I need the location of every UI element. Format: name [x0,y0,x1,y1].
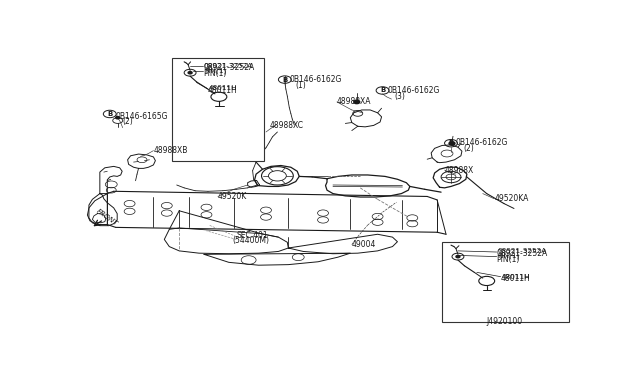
Text: (3): (3) [394,92,405,101]
Text: 48011H: 48011H [208,86,237,95]
Bar [172,58,264,161]
Text: FRONT: FRONT [95,208,119,227]
Text: 48988X: 48988X [445,166,474,174]
Text: 48011H: 48011H [209,86,237,92]
Text: B: B [282,77,287,83]
Text: PIN(1): PIN(1) [497,255,520,264]
Text: B: B [380,87,385,93]
Text: 48988XA: 48988XA [337,97,371,106]
Text: 49520K: 49520K [218,192,247,201]
Text: 49520KA: 49520KA [494,194,529,203]
Text: 0B146-6165G: 0B146-6165G [116,112,168,121]
Circle shape [188,71,192,74]
Circle shape [116,116,120,119]
Text: 0B146-6162G: 0B146-6162G [388,86,440,95]
Text: 48988XB: 48988XB [154,146,188,155]
Circle shape [449,142,455,145]
Text: 48011H: 48011H [500,273,531,283]
Text: (54400M): (54400M) [233,236,270,246]
Text: 08921-3252A: 08921-3252A [497,248,548,258]
Text: 08921-3252A: 08921-3252A [204,63,253,69]
Text: 0B146-6162G: 0B146-6162G [456,138,508,147]
Circle shape [354,100,360,104]
Text: 0B146-6162G: 0B146-6162G [289,74,342,83]
Text: PIN(1): PIN(1) [498,253,520,259]
Text: SEC.401: SEC.401 [236,231,268,240]
Text: (2): (2) [463,144,474,153]
Text: 48011H: 48011H [502,274,530,280]
Text: (2): (2) [122,118,133,126]
Text: B: B [449,140,454,146]
Text: J4920100: J4920100 [486,317,522,326]
Text: 08921-3252A: 08921-3252A [498,248,547,254]
Text: 49004: 49004 [352,240,376,249]
Bar [442,242,568,323]
Text: PIN(1): PIN(1) [204,67,227,74]
Text: 08921-3252A: 08921-3252A [203,63,254,72]
Text: 48988XC: 48988XC [269,121,303,130]
Text: PIN(1): PIN(1) [203,69,227,78]
Text: B: B [107,111,113,117]
Text: (1): (1) [296,81,307,90]
Circle shape [456,256,460,258]
